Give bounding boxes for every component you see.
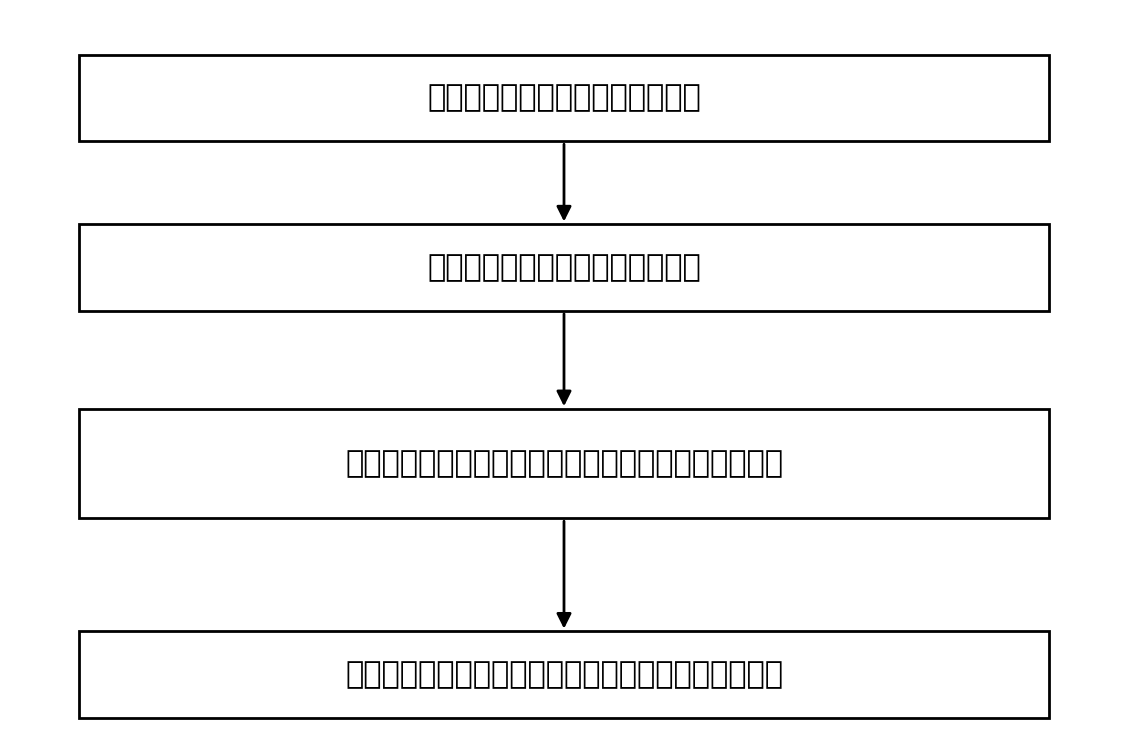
Text: 使含氘流体介质发生空化形成空泡: 使含氘流体介质发生空化形成空泡	[428, 84, 700, 112]
Bar	[79, 632, 1049, 718]
Text: 使空泡以一定速度达到工件壁面，进入双电层作用范围: 使空泡以一定速度达到工件壁面，进入双电层作用范围	[345, 449, 783, 478]
Bar	[79, 225, 1049, 311]
Bar	[79, 409, 1049, 519]
Text: 通过超声传质增加空泡内物质含量: 通过超声传质增加空泡内物质含量	[428, 253, 700, 282]
Text: 空泡在静电力作用下发生引力坦缩，实现氘氘热核聚变: 空泡在静电力作用下发生引力坦缩，实现氘氘热核聚变	[345, 661, 783, 689]
Bar	[79, 55, 1049, 142]
